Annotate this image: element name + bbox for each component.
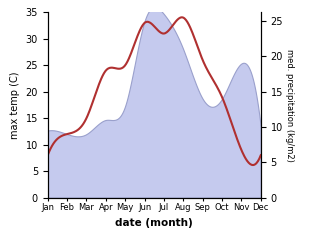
Y-axis label: max temp (C): max temp (C) <box>10 71 20 139</box>
Y-axis label: med. precipitation (kg/m2): med. precipitation (kg/m2) <box>285 49 294 161</box>
X-axis label: date (month): date (month) <box>115 218 193 228</box>
